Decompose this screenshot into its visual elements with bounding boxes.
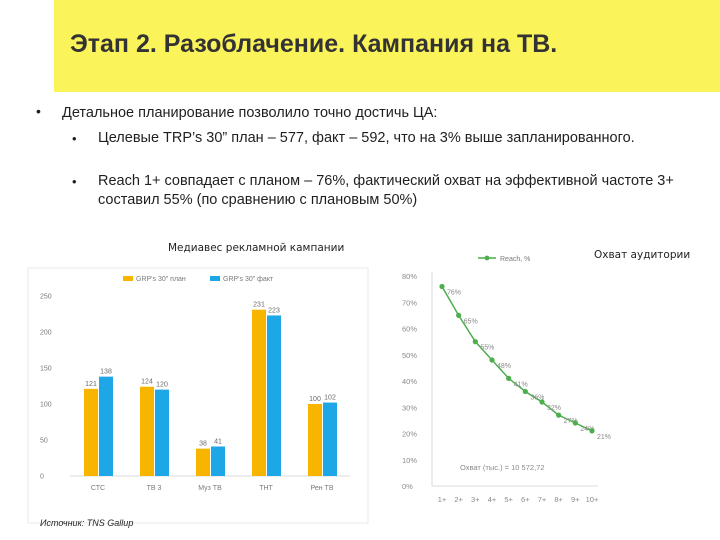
title-band: [54, 0, 720, 92]
reach-line: [441, 286, 593, 432]
x-tick-label: ТНТ: [259, 485, 273, 492]
sub-bullet-1: Целевые TRP’s 30” план – 577, факт – 592…: [98, 130, 635, 146]
x-tick-label: 5+: [504, 495, 513, 504]
x-tick-label: ТВ 3: [147, 485, 162, 492]
reach-value-label: 41%: [514, 381, 528, 388]
y-tick-label: 50%: [402, 351, 417, 360]
bullet-dot: •: [36, 103, 41, 119]
x-tick-label: 2+: [454, 495, 463, 504]
slide-title: Этап 2. Разоблачение. Кампания на ТВ.: [70, 30, 558, 58]
y-tick-label: 20%: [402, 430, 417, 439]
x-tick-label: Муз ТВ: [198, 485, 222, 492]
bar-value-label: 223: [268, 307, 280, 314]
y-tick-label: 40%: [402, 377, 417, 386]
sub-bullet-2: Reach 1+ совпадает с планом – 76%, факти…: [98, 173, 674, 208]
sub-bullet-dot: •: [72, 131, 77, 146]
sub-bullet-dot: •: [72, 174, 77, 189]
bar-plan: [196, 448, 210, 476]
reach-value-label: 55%: [480, 345, 494, 352]
reach-point: [506, 375, 512, 381]
bar-fact: [155, 389, 169, 476]
reach-point: [522, 388, 528, 395]
bar-fact: [211, 446, 225, 476]
bar-value-label: 41: [214, 438, 222, 445]
bar-value-label: 38: [199, 441, 207, 448]
y-tick-label: 30%: [402, 403, 417, 412]
reach-point: [589, 428, 595, 434]
main-bullet-text: Детальное планирование позволило точно д…: [62, 105, 438, 121]
bar-fact: [99, 376, 113, 476]
y-tick-label: 10%: [402, 456, 417, 465]
reach-point: [539, 399, 545, 405]
y-tick-label: 150: [40, 366, 52, 373]
x-tick-label: СТС: [91, 485, 105, 492]
y-tick-label: 80%: [402, 272, 417, 281]
y-tick-label: 200: [40, 330, 52, 337]
bar-chart: GRP's 30" план GRP's 30" факт 0 50 100 150 2…: [27, 267, 369, 524]
reach-value-label: 48%: [497, 363, 511, 370]
bar-plan: [140, 386, 154, 476]
bar-fact: [267, 315, 281, 476]
reach-value-label: 27%: [564, 418, 578, 425]
reach-value-label: 24%: [580, 426, 594, 433]
x-tick-label: 10+: [586, 495, 599, 504]
x-tick-label: 8+: [554, 495, 563, 504]
bar-value-label: 124: [141, 379, 153, 386]
x-tick-label: 9+: [571, 495, 580, 504]
y-tick-label: 0: [40, 474, 44, 481]
legend-label-plan: GRP's 30" план: [136, 276, 186, 283]
reach-point: [556, 412, 562, 418]
reach-value-label: 65%: [464, 318, 478, 325]
reach-point: [472, 339, 478, 345]
reach-annotation: Охват (тыс.) = 10 572,72: [460, 463, 545, 472]
bar-fact: [323, 402, 337, 476]
legend-marker-reach: [484, 255, 490, 261]
bar-value-label: 121: [85, 381, 97, 388]
reach-point: [489, 357, 495, 363]
legend-swatch-fact: [210, 276, 220, 281]
x-tick-label: 3+: [471, 495, 480, 504]
reach-point: [439, 283, 445, 290]
bar-value-label: 100: [309, 396, 321, 403]
y-tick-label: 50: [40, 438, 48, 445]
y-tick-label: 0%: [402, 482, 413, 491]
legend-swatch-plan: [123, 276, 133, 281]
x-tick-label: Рен ТВ: [310, 485, 333, 492]
y-tick-label: 100: [40, 402, 52, 409]
y-tick-label: 70%: [402, 298, 417, 307]
bar-plan: [84, 388, 98, 476]
bar-value-label: 138: [100, 369, 112, 376]
x-tick-label: 6+: [521, 495, 530, 504]
bar-chart-title: Медиавес рекламной кампании: [168, 242, 345, 254]
bar-value-label: 102: [324, 395, 336, 402]
line-chart: Reach, % 0% 10% 20% 30% 40% 50% 60% 70% 80% 1+ 2+ 3…: [402, 255, 611, 504]
reach-point: [572, 420, 578, 426]
reach-value-label: 21%: [597, 434, 611, 441]
reach-point: [456, 312, 462, 318]
legend-label-fact: GRP's 30" факт: [223, 276, 274, 283]
bar-plan: [252, 309, 266, 476]
bar-value-label: 120: [156, 382, 168, 389]
legend-label-reach: Reach, %: [500, 256, 530, 263]
reach-value-label: 32%: [547, 405, 561, 412]
line-chart-title: Охват аудитории: [594, 249, 691, 261]
bar-chart-frame: [27, 267, 369, 524]
x-tick-label: 4+: [488, 495, 497, 504]
y-tick-label: 250: [40, 294, 52, 301]
reach-value-label: 36%: [530, 395, 544, 402]
bar-plan: [308, 404, 322, 476]
reach-value-label: 76%: [447, 290, 461, 297]
x-tick-label: 7+: [538, 495, 547, 504]
y-tick-label: 60%: [402, 325, 417, 334]
source-note: Источник: TNS Gallup: [40, 518, 134, 528]
x-tick-label: 1+: [438, 495, 447, 504]
bar-value-label: 231: [253, 302, 265, 309]
